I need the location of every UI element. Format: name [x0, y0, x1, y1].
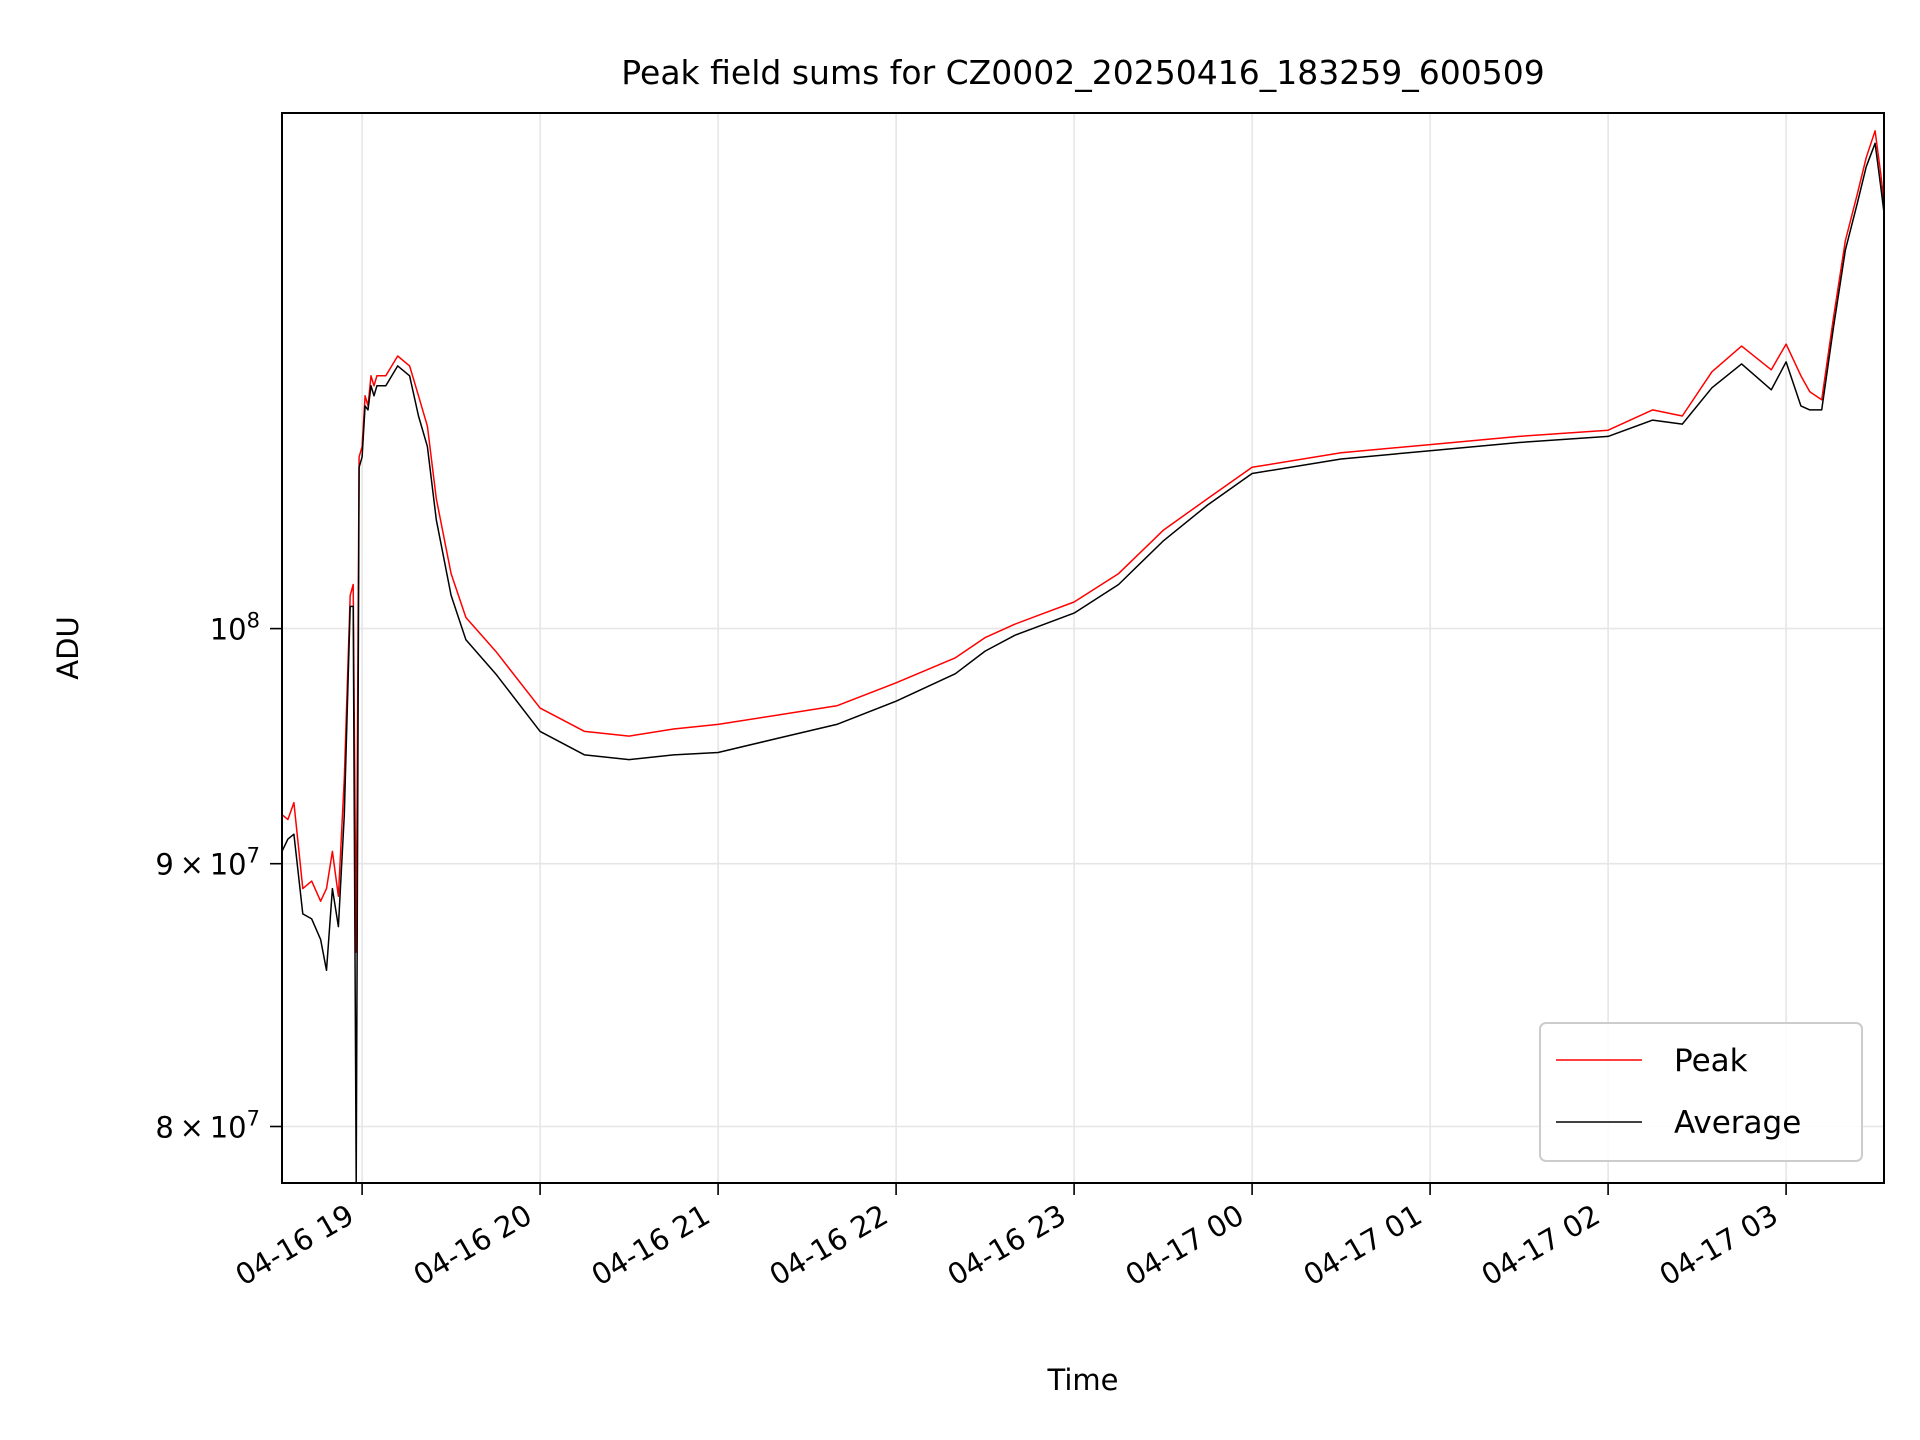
series-line-peak [281, 130, 1885, 953]
legend-peak-label: Peak [1674, 1043, 1748, 1079]
legend-box [1539, 1022, 1863, 1162]
series-layer [281, 130, 1885, 1184]
x-axis-label: Time [1047, 1363, 1119, 1397]
legend: Peak Average [1539, 1022, 1863, 1162]
chart-title: Peak field sums for CZ0002_20250416_1832… [621, 53, 1544, 92]
y-tick-label: 8 × 107 [155, 1107, 260, 1145]
plot-frame [281, 112, 1885, 1184]
y-axis-label: ADU [51, 616, 85, 679]
series-line-average [281, 142, 1885, 1184]
y-tick-label: 9 × 107 [155, 844, 260, 882]
legend-average-label: Average [1674, 1105, 1801, 1141]
